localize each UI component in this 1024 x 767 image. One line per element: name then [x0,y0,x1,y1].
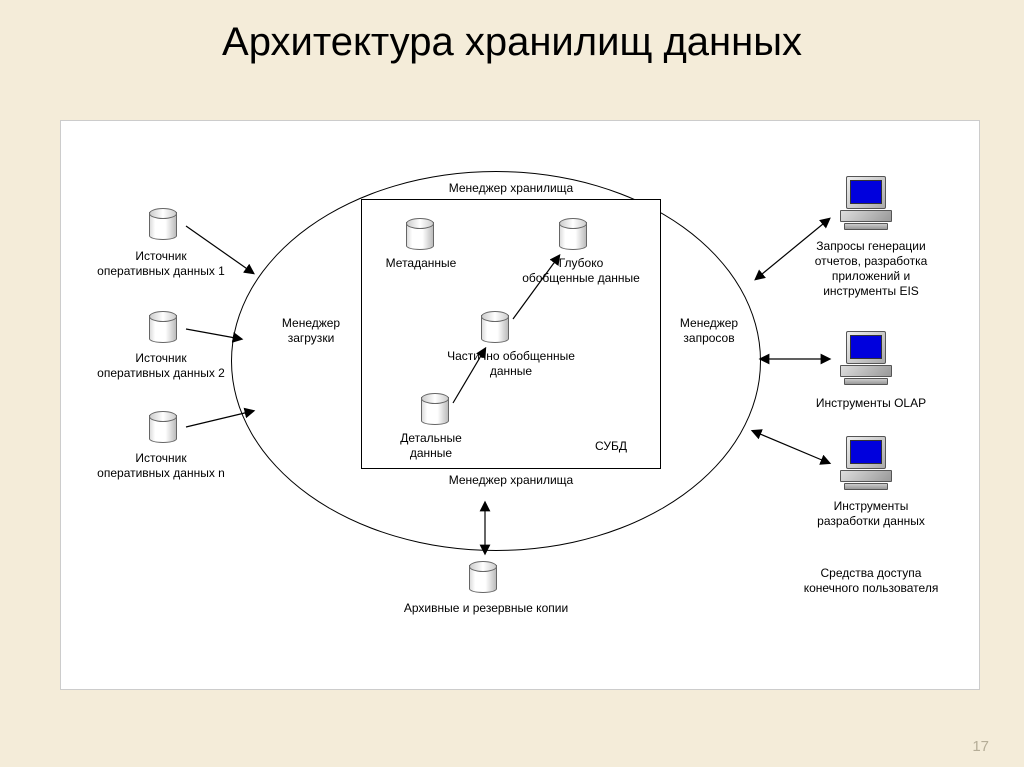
cylinder-icon [559,218,587,250]
label-footer-right: Средства доступа конечного пользователя [781,566,961,596]
label-comp1: Запросы генерации отчетов, разработка пр… [791,239,951,299]
architecture-diagram: Менеджер хранилища Менеджер хранилища Ме… [60,120,980,690]
cylinder-icon [406,218,434,250]
label-mgr-top: Менеджер хранилища [441,181,581,196]
label-mgr-query: Менеджер запросов [669,316,749,346]
label-detailed: Детальные данные [381,431,481,461]
label-partially: Частично обобщенные данные [431,349,591,379]
label-src3: Источник оперативных данных n [81,451,241,481]
cylinder-icon [149,208,177,240]
label-metadata: Метаданные [371,256,471,271]
computer-icon [836,436,896,491]
label-subd: СУБД [581,439,641,454]
label-src2: Источник оперативных данных 2 [81,351,241,381]
label-deeply: Глубоко обобщенные данные [511,256,651,286]
page-title: Архитектура хранилищ данных [0,20,1024,65]
cylinder-icon [421,393,449,425]
page-number: 17 [972,738,989,755]
label-src1: Источник оперативных данных 1 [81,249,241,279]
computer-icon [836,331,896,386]
label-comp3: Инструменты разработки данных [801,499,941,529]
cylinder-icon [481,311,509,343]
label-mgr-bottom: Менеджер хранилища [441,473,581,488]
label-comp2: Инструменты OLAP [801,396,941,411]
label-archive: Архивные и резервные копии [381,601,591,616]
cylinder-icon [469,561,497,593]
cylinder-icon [149,411,177,443]
computer-icon [836,176,896,231]
label-mgr-load: Менеджер загрузки [271,316,351,346]
cylinder-icon [149,311,177,343]
